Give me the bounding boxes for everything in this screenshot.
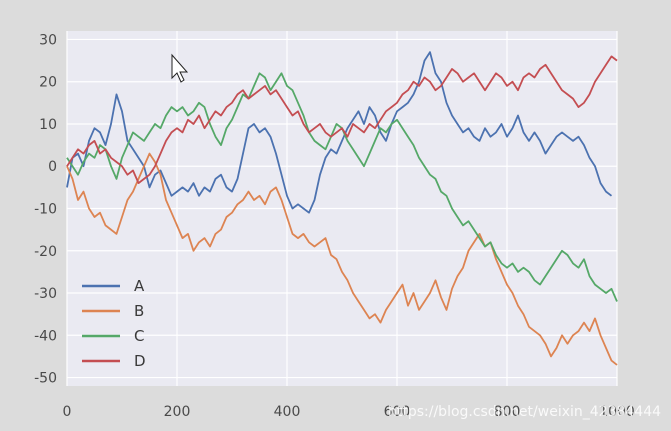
- y-axis-ticks: 30 20 10 0 -10 -20 -30 -40 -50: [34, 32, 57, 386]
- series-line-a: [66, 51, 613, 214]
- y-tick-label: -50: [34, 371, 57, 387]
- legend-label: A: [134, 277, 145, 295]
- series-line-d: [66, 55, 618, 185]
- legend-label: C: [134, 327, 144, 345]
- series-line-b: [66, 152, 618, 366]
- x-axis-ticks: 0 200 400 600 800 1000: [63, 404, 635, 420]
- y-tick-label: -20: [34, 244, 57, 260]
- x-tick-label: 400: [274, 404, 301, 420]
- gridlines: [66, 31, 618, 386]
- x-tick-label: 800: [494, 404, 521, 420]
- x-tick-label: 200: [164, 404, 191, 420]
- x-tick-label: 0: [63, 404, 72, 420]
- y-tick-label: 30: [39, 32, 57, 48]
- x-tick-label: 600: [384, 404, 411, 420]
- y-tick-label: 10: [39, 117, 57, 133]
- legend-label: B: [134, 302, 144, 320]
- mouse-cursor-icon: [171, 53, 189, 83]
- y-tick-label: -10: [34, 202, 57, 218]
- series-lines: [66, 51, 618, 366]
- y-tick-label: -40: [34, 328, 57, 344]
- watermark: https://blog.csdn.net/weixin_42384444: [388, 404, 661, 420]
- legend-label: D: [134, 352, 146, 370]
- x-tick-label: 1000: [599, 404, 635, 420]
- y-tick-label: 20: [39, 75, 57, 91]
- y-tick-label: -30: [34, 286, 57, 302]
- y-tick-label: 0: [48, 159, 57, 175]
